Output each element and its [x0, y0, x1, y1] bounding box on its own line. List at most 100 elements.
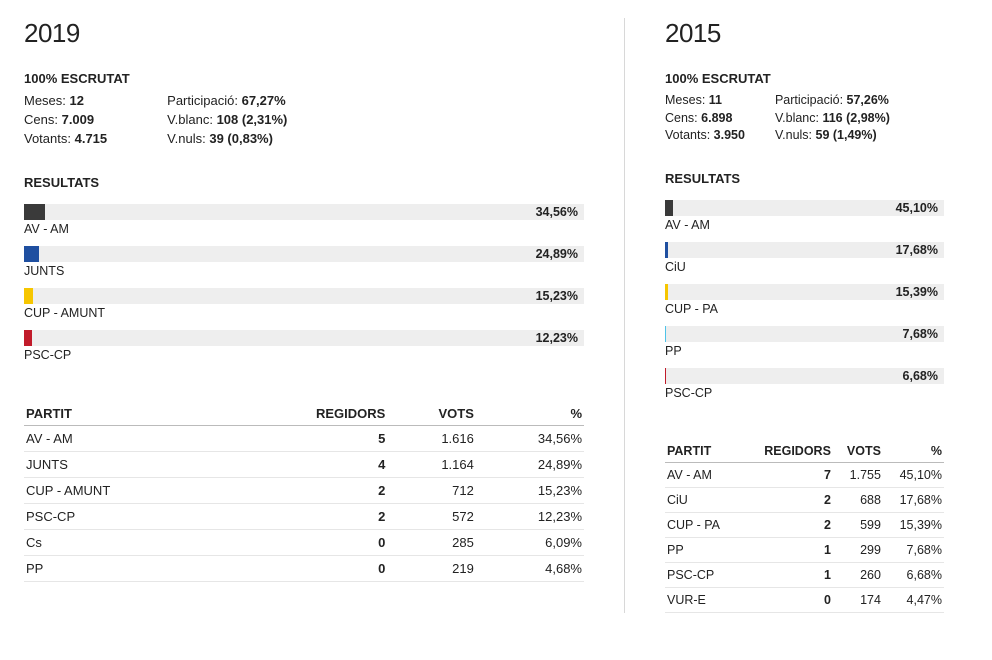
bar-pct: 7,68%: [903, 326, 938, 342]
cell-partit: CiU: [665, 487, 740, 512]
value-vblanc: 108 (2,31%): [217, 112, 288, 127]
stats-col-2: Participació: 67,27% V.blanc: 108 (2,31%…: [167, 92, 287, 149]
cell-vots: 599: [833, 512, 883, 537]
cell-regidors: 0: [222, 555, 387, 581]
bar-label: AV - AM: [665, 218, 944, 232]
bar-pct: 17,68%: [896, 242, 938, 258]
bar-item: 24,89% JUNTS: [24, 246, 584, 278]
bar-fill: [24, 246, 39, 262]
cell-partit: PSC-CP: [24, 503, 222, 529]
bar-track: 17,68%: [665, 242, 944, 258]
cell-vots: 1.616: [387, 425, 476, 451]
label-meses: Meses:: [665, 93, 705, 107]
bar-pct: 6,68%: [903, 368, 938, 384]
label-cens: Cens:: [24, 112, 58, 127]
bars-chart: 45,10% AV - AM 17,68% CiU 15,39%CUP - PA 7,68…: [665, 200, 944, 400]
cell-regidors: 7: [740, 462, 833, 487]
bar-label: AV - AM: [24, 222, 584, 236]
bar-fill: [665, 326, 666, 342]
label-votants: Votants:: [665, 128, 710, 142]
label-cens: Cens:: [665, 111, 698, 125]
bar-item: 34,56% AV - AM: [24, 204, 584, 236]
bar-label: PP: [665, 344, 944, 358]
table-row: Cs02856,09%: [24, 529, 584, 555]
label-vblanc: V.blanc:: [775, 111, 819, 125]
panel-2019: 2019 100% ESCRUTAT Meses: 12 Cens: 7.009…: [24, 18, 584, 613]
cell-vots: 285: [387, 529, 476, 555]
cell-vots: 688: [833, 487, 883, 512]
year-title: 2019: [24, 18, 584, 49]
label-vnuls: V.nuls:: [775, 128, 812, 142]
cell-pct: 24,89%: [476, 451, 584, 477]
bar-track: 15,39%: [665, 284, 944, 300]
table-row: AV - AM51.61634,56%: [24, 425, 584, 451]
th-pct: %: [883, 440, 944, 463]
cell-pct: 6,09%: [476, 529, 584, 555]
cell-regidors: 2: [740, 487, 833, 512]
bar-track: 7,68%: [665, 326, 944, 342]
bar-item: 17,68% CiU: [665, 242, 944, 274]
bar-pct: 12,23%: [536, 330, 578, 346]
bar-item: 15,39%CUP - PA: [665, 284, 944, 316]
cell-partit: PP: [665, 537, 740, 562]
cell-pct: 7,68%: [883, 537, 944, 562]
table-row: CiU268817,68%: [665, 487, 944, 512]
cell-regidors: 1: [740, 562, 833, 587]
cell-regidors: 4: [222, 451, 387, 477]
bar-pct: 24,89%: [536, 246, 578, 262]
bar-item: 6,68% PSC-CP: [665, 368, 944, 400]
bar-label: JUNTS: [24, 264, 584, 278]
bar-label: CiU: [665, 260, 944, 274]
th-partit: PARTIT: [24, 402, 222, 426]
th-partit: PARTIT: [665, 440, 740, 463]
value-votants: 4.715: [75, 131, 108, 146]
stats-col-1: Meses: 11 Cens: 6.898 Votants: 3.950: [665, 92, 745, 145]
bar-item: 12,23% PSC-CP: [24, 330, 584, 362]
cell-partit: PP: [24, 555, 222, 581]
label-partic: Participació:: [167, 93, 238, 108]
cell-vots: 712: [387, 477, 476, 503]
bar-item: 45,10% AV - AM: [665, 200, 944, 232]
cell-regidors: 1: [740, 537, 833, 562]
stats-col-2: Participació: 57,26% V.blanc: 116 (2,98%…: [775, 92, 890, 145]
bar-label: PSC-CP: [24, 348, 584, 362]
bar-track: 45,10%: [665, 200, 944, 216]
bar-track: 34,56%: [24, 204, 584, 220]
th-regidors: REGIDORS: [740, 440, 833, 463]
bar-item: 15,23%CUP - AMUNT: [24, 288, 584, 320]
cell-partit: VUR-E: [665, 587, 740, 612]
bar-pct: 45,10%: [896, 200, 938, 216]
th-vots: VOTS: [387, 402, 476, 426]
cell-vots: 219: [387, 555, 476, 581]
escrutat-title: 100% ESCRUTAT: [665, 71, 944, 86]
cell-pct: 34,56%: [476, 425, 584, 451]
resultats-title: RESULTATS: [24, 175, 584, 190]
bar-track: 15,23%: [24, 288, 584, 304]
resultats-title: RESULTATS: [665, 171, 944, 186]
cell-regidors: 5: [222, 425, 387, 451]
table-row: PP12997,68%: [665, 537, 944, 562]
label-vblanc: V.blanc:: [167, 112, 213, 127]
bar-pct: 15,23%: [536, 288, 578, 304]
bar-fill: [665, 242, 668, 258]
th-pct: %: [476, 402, 584, 426]
bar-label: PSC-CP: [665, 386, 944, 400]
label-meses: Meses:: [24, 93, 66, 108]
value-meses: 11: [709, 93, 722, 107]
cell-partit: CUP - PA: [665, 512, 740, 537]
cell-vots: 299: [833, 537, 883, 562]
cell-vots: 1.755: [833, 462, 883, 487]
value-votants: 3.950: [714, 128, 745, 142]
cell-vots: 260: [833, 562, 883, 587]
bar-fill: [665, 284, 668, 300]
value-cens: 6.898: [701, 111, 732, 125]
table-row: JUNTS41.16424,89%: [24, 451, 584, 477]
table-row: AV - AM71.75545,10%: [665, 462, 944, 487]
cell-partit: JUNTS: [24, 451, 222, 477]
table-row: PSC-CP257212,23%: [24, 503, 584, 529]
table-row: PP02194,68%: [24, 555, 584, 581]
value-cens: 7.009: [62, 112, 95, 127]
value-partic: 67,27%: [242, 93, 286, 108]
bar-fill: [24, 330, 32, 346]
cell-pct: 17,68%: [883, 487, 944, 512]
